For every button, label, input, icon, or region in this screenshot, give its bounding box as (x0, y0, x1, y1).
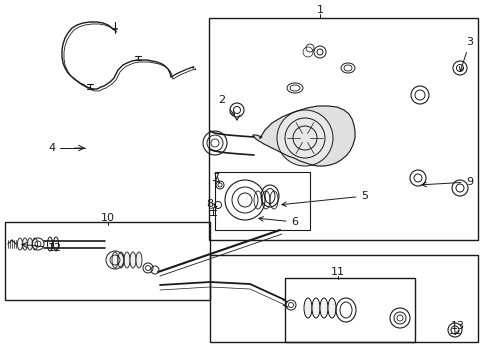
Bar (215, 172, 309, 230)
Ellipse shape (118, 252, 124, 268)
Text: 9: 9 (421, 177, 472, 187)
Bar (5, 222, 209, 300)
Ellipse shape (304, 298, 311, 318)
Ellipse shape (27, 238, 32, 250)
Ellipse shape (32, 238, 38, 250)
Text: 4: 4 (48, 143, 56, 153)
Text: 11: 11 (330, 267, 345, 277)
Ellipse shape (22, 238, 27, 250)
Text: 8: 8 (206, 199, 213, 209)
Text: 3: 3 (459, 37, 472, 71)
Text: 13: 13 (450, 321, 464, 334)
Text: 6: 6 (258, 217, 298, 227)
Ellipse shape (327, 298, 335, 318)
Ellipse shape (112, 252, 118, 268)
Ellipse shape (124, 252, 130, 268)
Polygon shape (252, 106, 354, 166)
Ellipse shape (18, 238, 22, 250)
Ellipse shape (311, 298, 319, 318)
Bar (285, 278, 414, 342)
Bar (208, 18, 477, 240)
Ellipse shape (130, 252, 136, 268)
Ellipse shape (319, 298, 327, 318)
Text: 1: 1 (316, 5, 323, 15)
Ellipse shape (136, 252, 142, 268)
Circle shape (276, 110, 332, 166)
Text: 12: 12 (48, 243, 62, 253)
Text: 2: 2 (218, 95, 234, 115)
Text: 10: 10 (101, 213, 115, 223)
Bar (209, 255, 477, 342)
Text: 5: 5 (281, 191, 368, 206)
Text: 7: 7 (212, 173, 219, 183)
